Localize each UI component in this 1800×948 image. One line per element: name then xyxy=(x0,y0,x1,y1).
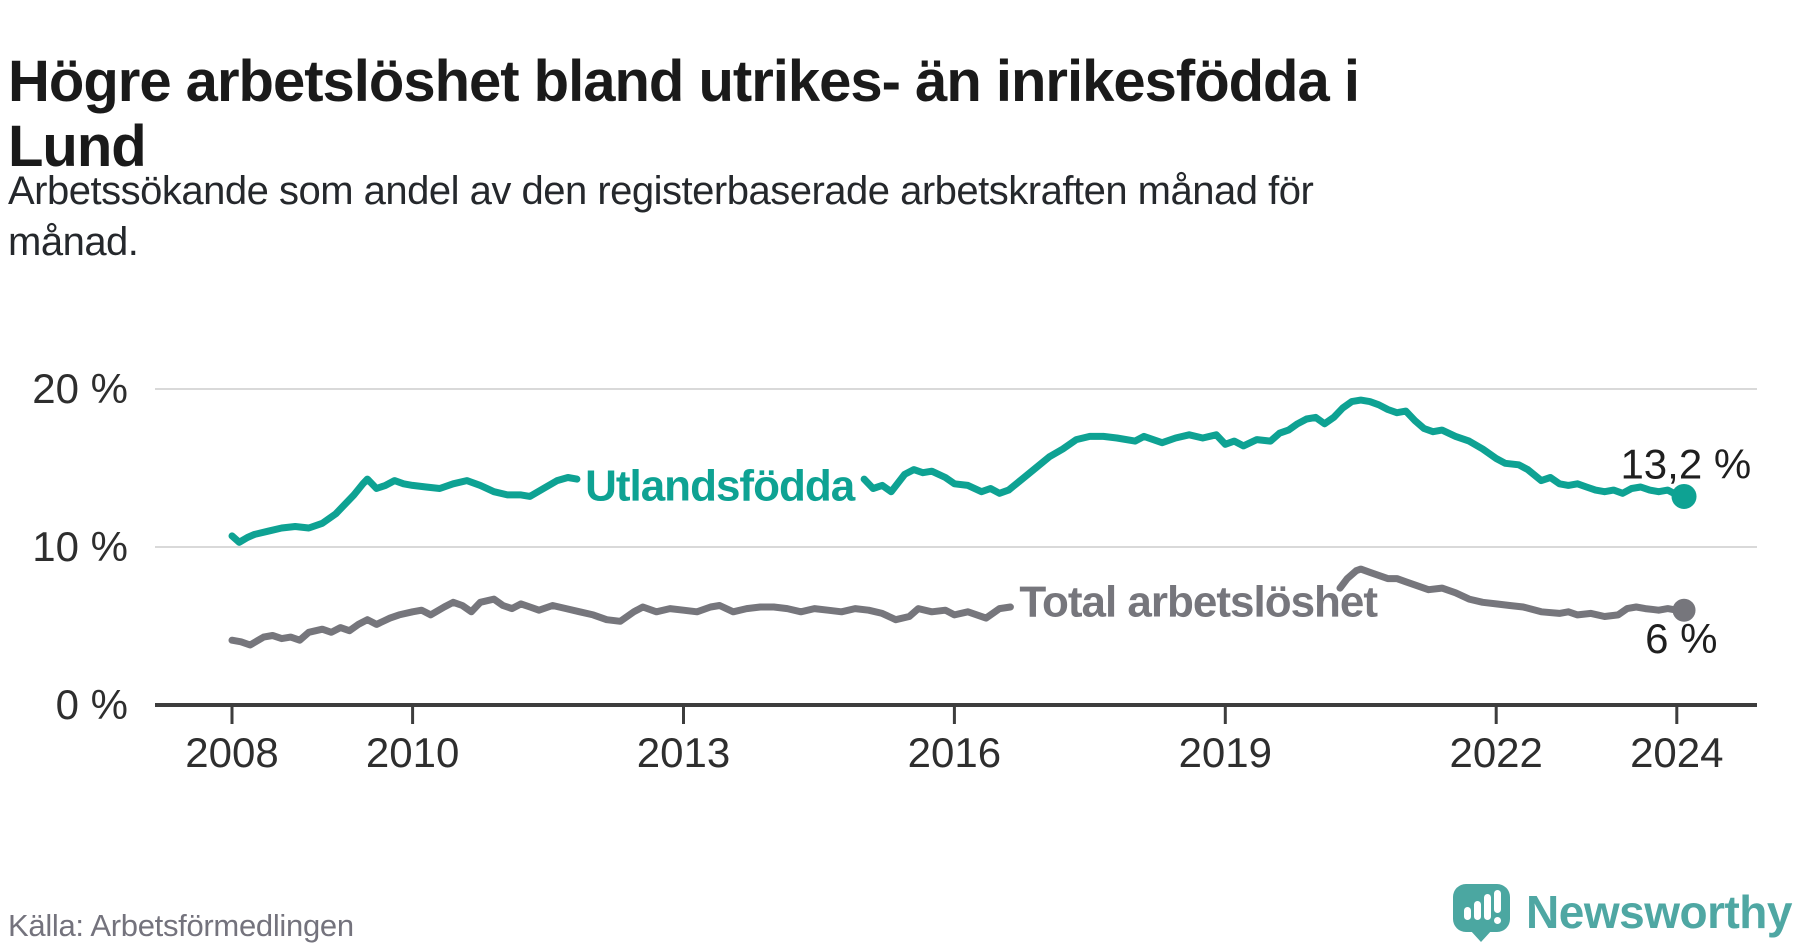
bar-chart-icon xyxy=(1464,907,1472,920)
title-line-2: Lund xyxy=(8,114,147,180)
y-axis-tick-label: 10 % xyxy=(32,523,128,570)
series-inline-label: Utlandsfödda xyxy=(585,461,856,510)
chart-subtitle: Arbetssökande som andel av den registerb… xyxy=(8,166,1708,268)
y-axis-tick-label: 20 % xyxy=(32,365,128,412)
subtitle-line-2: månad. xyxy=(8,220,139,265)
chart-title: Högre arbetslöshet bland utrikes- än inr… xyxy=(8,49,1768,180)
exclamation-dot-icon xyxy=(1494,917,1502,924)
x-axis-tick-label: 2022 xyxy=(1449,729,1542,776)
series-end-value-label: 13,2 % xyxy=(1620,440,1751,487)
series-inline-label: Total arbetslöshet xyxy=(1019,578,1378,627)
x-axis-tick-label: 2016 xyxy=(908,729,1001,776)
bar-chart-icon xyxy=(1474,901,1482,920)
series-end-value-label: 6 % xyxy=(1645,615,1717,662)
x-axis-tick-label: 2008 xyxy=(185,729,278,776)
series-line-total-arbetslöshet xyxy=(228,595,1014,649)
newsworthy-wordmark: Newsworthy xyxy=(1526,886,1792,938)
title-line-1: Högre arbetslöshet bland utrikes- än inr… xyxy=(8,48,1360,114)
series-end-dot xyxy=(1672,598,1696,622)
exclamation-icon xyxy=(1494,890,1502,913)
series-line-utlandsfödda xyxy=(860,396,1688,500)
y-axis-tick-label: 0 % xyxy=(56,681,128,728)
subtitle-line-1: Arbetssökande som andel av den registerb… xyxy=(8,169,1314,213)
newsworthy-logo: Newsworthy xyxy=(1453,882,1792,942)
x-axis-tick-label: 2024 xyxy=(1630,729,1723,776)
series-end-dot xyxy=(1671,483,1697,509)
speech-bubble-shape xyxy=(1453,884,1511,932)
bar-chart-icon xyxy=(1484,894,1492,920)
series-line-utlandsfödda xyxy=(228,474,581,546)
newsworthy-icon xyxy=(1453,882,1511,942)
x-axis-tick-label: 2019 xyxy=(1179,729,1272,776)
speech-bubble-tail xyxy=(1470,930,1493,942)
x-axis-tick-label: 2010 xyxy=(366,729,459,776)
source-note: Källa: Arbetsförmedlingen xyxy=(8,908,354,943)
x-axis-tick-label: 2013 xyxy=(637,729,730,776)
series-line-total-arbetslöshet xyxy=(1336,565,1688,620)
